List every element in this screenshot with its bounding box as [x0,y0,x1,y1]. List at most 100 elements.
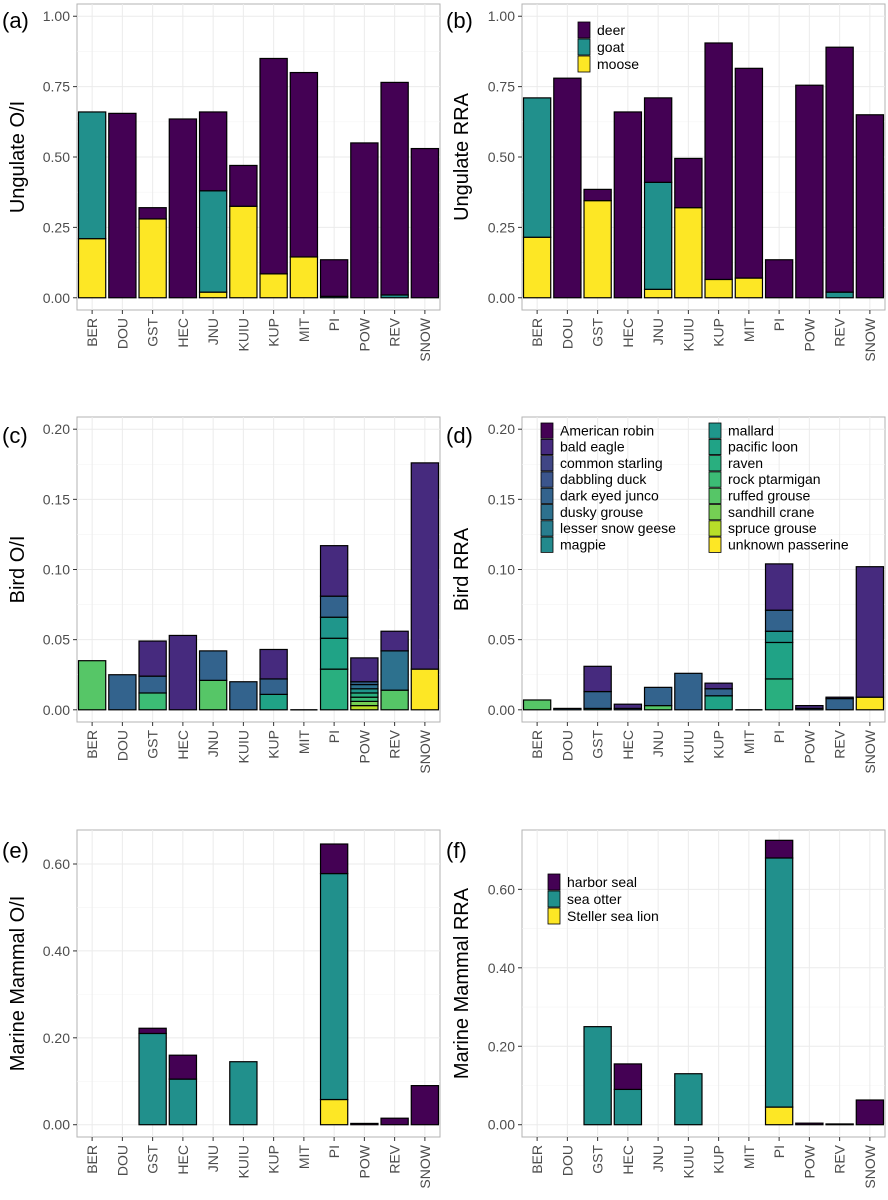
bar-harbor-seal-pi [319,843,349,875]
bar-unknown-passerine-snow [855,696,885,711]
legend-swatch [708,536,722,553]
y-tick-label: 0.75 [43,79,70,95]
bar-deer-hec [613,111,643,299]
legend-label: goat [597,39,624,55]
y-tick-label: 0.40 [488,960,515,976]
bar-deer-kup [704,42,733,281]
bar-rock-ptarmigan-pow [350,696,379,702]
x-tick-label: KUP [711,1145,727,1174]
bar-steller-sea-lion-pi [764,1106,794,1126]
x-tick-label: REV [832,1144,848,1173]
x-tick-label: REV [832,317,848,346]
bar-dark-eyed-junco-kup [704,688,733,697]
y-tick-label: 0.25 [488,219,515,235]
x-tick-label: REV [387,1144,403,1173]
y-axis-label: Bird O/I [7,536,29,604]
bar-mallard-pi [319,616,349,639]
bar-harbor-seal-gst [138,1027,167,1035]
bar-moose-jnu [198,291,228,299]
x-tick-label: PI [771,1145,787,1158]
legend-swatch [540,455,554,472]
panel-label: (a) [2,8,29,33]
x-tick-label: KUP [266,1145,282,1174]
y-tick-label: 0.50 [488,149,515,165]
legend-swatch [540,504,554,521]
bar-deer-mit [734,67,764,279]
bar-pacific-loon-kup [704,695,733,711]
bar-goat-jnu [198,190,228,293]
panel-f: 0.00 0.20 0.40 0.60 BER DOU GST HEC JNU KUIU KUP MI… [446,829,886,1189]
bar-dark-eyed-junco-gst [583,690,612,709]
legend-label: spruce grouse [728,520,817,536]
y-tick-label: 1.00 [488,8,515,24]
bar-moose-jnu [643,288,673,299]
bar-harbor-seal-rev [380,1117,409,1126]
x-tick-label: POW [356,729,372,763]
bar-harbor-seal-rev [825,1123,854,1126]
x-tick-label: KUP [266,730,282,759]
legend-swatch [540,438,554,455]
bar-sea-otter-pi [764,857,794,1108]
panel-label: (e) [2,838,29,863]
bar-bald-eagle-kup [259,648,288,680]
bar-dark-eyed-junco-kup [259,678,288,695]
bar-bald-eagle-rev [380,630,409,652]
bar-bald-eagle-snow [410,462,440,670]
x-tick-label: PI [326,1145,342,1158]
bar-bald-eagle-hec [168,634,198,711]
legend-label: sea otter [567,891,622,907]
x-tick-label: SNOW [417,729,433,773]
bar-deer-kuiu [229,164,258,207]
x-tick-label: GST [145,318,161,347]
bar-deer-snow [410,147,440,299]
bar-deer-jnu [643,97,673,183]
x-tick-label: PI [771,730,787,743]
bar-deer-rev [825,46,854,293]
legend-label: harbor seal [567,874,637,890]
bar-dark-eyed-junco-jnu [198,650,228,681]
bar-sea-otter-gst [583,1026,612,1126]
bar-harbor-seal-snow [410,1085,440,1126]
bar-pacific-loon-pi [319,637,349,670]
bar-deer-jnu [198,111,228,192]
legend-label: lesser snow geese [560,520,676,536]
bar-sea-otter-hec [613,1088,643,1126]
bar-dark-eyed-junco-pi [764,609,794,632]
x-tick-label: BER [84,318,100,347]
x-tick-label: DOU [114,730,130,761]
bar-mallard-pi [764,630,794,644]
legend-swatch [540,487,554,504]
bar-sea-otter-gst [138,1032,167,1126]
bar-deer-mit [289,71,319,258]
x-tick-label: HEC [175,730,191,760]
bar-deer-gst [138,207,167,220]
legend-label: ruffed grouse [728,488,810,504]
legend-swatch [577,55,591,73]
legend-label: bald eagle [560,439,625,455]
legend-swatch [708,438,722,455]
legend-label: Steller sea lion [567,908,659,924]
y-tick-label: 0.25 [43,219,70,235]
bar-bald-eagle-pi [764,563,794,611]
x-tick-label: HEC [175,318,191,348]
x-tick-label: POW [356,1144,372,1178]
y-axis-label: Bird RRA [451,527,473,611]
bar-deer-dou [553,77,582,299]
bar-sandhill-crane-pow [350,700,379,707]
legend-swatch [708,422,722,439]
panel-b: 0.00 0.25 0.50 0.75 1.00 BER DOU GST HEC JNU KUIU K… [446,3,886,362]
panel-label: (c) [2,423,28,448]
legend-swatch [540,520,554,537]
x-tick-label: DOU [114,318,130,349]
legend-label: raven [728,455,763,471]
bar-ruffed-grouse-ber [77,660,107,711]
y-tick-label: 0.60 [488,881,515,897]
y-tick-label: 0.20 [43,1030,70,1046]
x-tick-label: HEC [620,730,636,760]
bar-bald-eagle-snow [855,566,885,698]
bar-deer-dou [108,112,137,299]
bar-moose-kuiu [229,205,258,299]
legend-label: dark eyed junco [560,488,659,504]
bar-deer-rev [380,81,409,296]
